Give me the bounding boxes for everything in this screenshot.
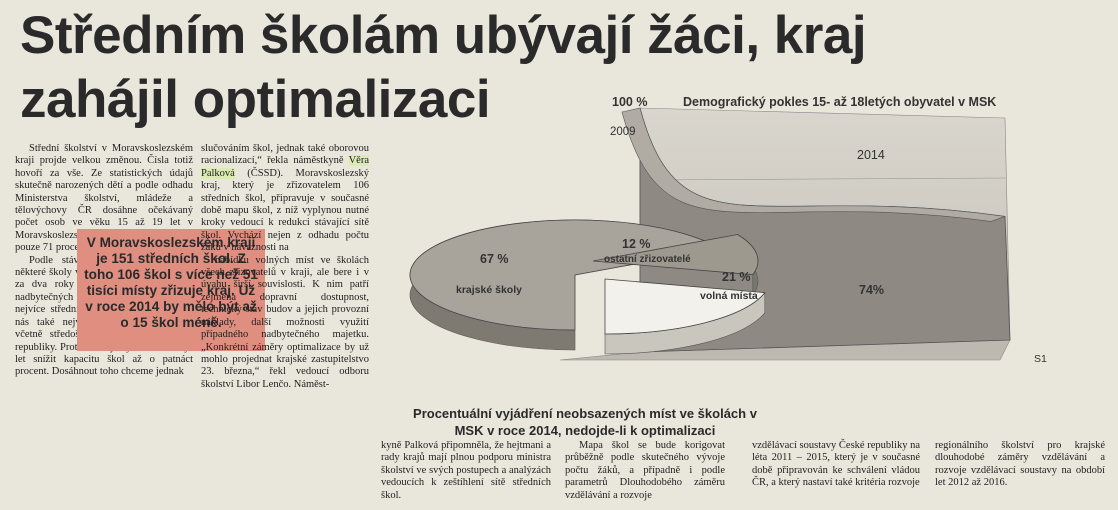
text-run: (ČSSD). Moravskoslezský kraj, který je z… (201, 167, 370, 254)
pie-slice (409, 219, 721, 331)
area-x-label-start: 2009 (610, 126, 636, 138)
area-point-label-end: 74% (859, 283, 885, 297)
pie-category-label: volná místa (700, 290, 758, 302)
paragraph: vzdělávací soustavy České republiky na l… (752, 440, 920, 489)
paragraph: kyně Palková připomněla, že hejtmani a r… (381, 440, 551, 501)
area-category-label: 2014 (857, 148, 885, 162)
text-run: slučováním škol, jednak také oborovou ra… (201, 143, 369, 167)
article-column-6: regionálního školství pro krajské dlouho… (935, 440, 1105, 490)
callout-box: V Moravskoslezském kraji je 151 středníc… (77, 229, 265, 351)
area-chart-title: Demografický pokles 15- až 18letých obyv… (683, 95, 997, 109)
area-point-label-start: 100 % (612, 95, 648, 109)
pie-category-label: ostatní zřizovatelé (604, 254, 691, 265)
pie-chart (409, 219, 766, 355)
pie-value-label: 21 % (722, 270, 751, 284)
article-column-4: Mapa škol se bude korigovat průběžně pod… (565, 440, 725, 502)
pie-chart-title: Procentuální vyjádření neobsazených míst… (413, 406, 757, 438)
gridline (639, 177, 1007, 181)
pie-slice (592, 234, 759, 276)
pie-category-label: krajské školy (456, 284, 522, 296)
pie-slice (604, 278, 766, 335)
article-column-2: slučováním škol, jednak také oborovou ra… (201, 143, 369, 391)
pie-value-label: 12 % (622, 237, 651, 251)
paragraph: nabídku volných míst ve školách všech zř… (201, 254, 369, 390)
paragraph: regionálního školství pro krajské dlouho… (935, 440, 1105, 489)
area-series-s1-top (621, 107, 1006, 222)
area-legend-label: S1 (1034, 353, 1047, 365)
headline-line-1: Středním školám ubývají žáci, kraj (20, 6, 867, 65)
paragraph: slučováním škol, jednak také oborovou ra… (201, 143, 369, 255)
headline-line-2: zahájil optimalizaci (20, 70, 491, 129)
article-column-5: vzdělávací soustavy České republiky na l… (752, 440, 920, 490)
article-column-3: kyně Palková připomněla, že hejtmani a r… (381, 440, 551, 502)
paragraph: Mapa škol se bude korigovat průběžně pod… (565, 440, 725, 501)
pie-value-label: 67 % (480, 252, 509, 266)
